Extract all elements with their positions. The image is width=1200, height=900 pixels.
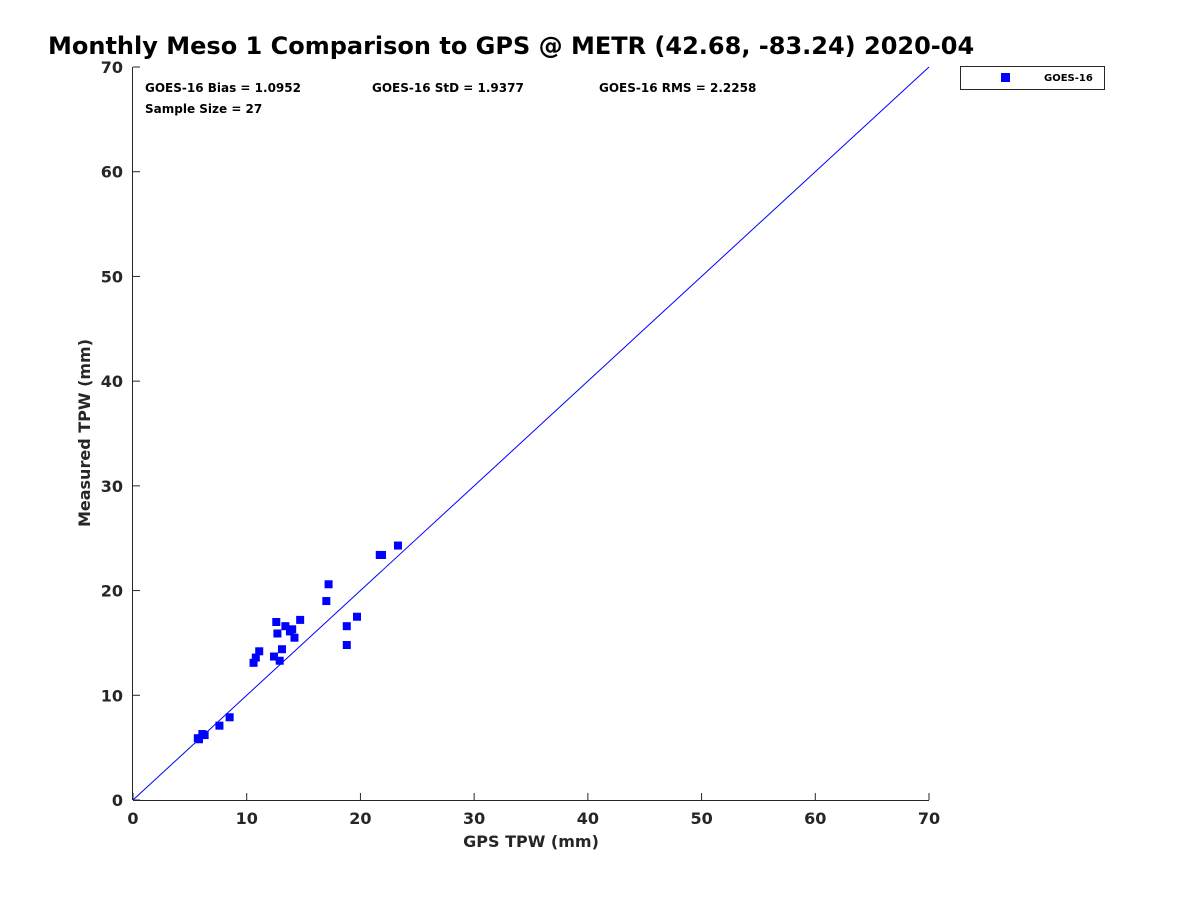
x-tick-label: 30 — [463, 809, 485, 828]
stat-rms: GOES-16 RMS = 2.2258 — [599, 81, 756, 95]
data-point — [200, 731, 209, 740]
chart-title: Monthly Meso 1 Comparison to GPS @ METR … — [48, 32, 974, 60]
data-points — [193, 541, 402, 744]
data-point — [275, 656, 284, 665]
x-tick-label: 70 — [918, 809, 940, 828]
data-point — [270, 652, 279, 661]
x-tick-label: 20 — [349, 809, 371, 828]
data-point — [322, 597, 331, 606]
data-point — [378, 550, 387, 559]
legend-box — [960, 66, 1105, 90]
y-tick-label: 0 — [112, 791, 123, 810]
y-tick-label: 60 — [101, 163, 123, 182]
data-point — [225, 713, 234, 722]
x-tick-label: 10 — [236, 809, 258, 828]
stat-std: GOES-16 StD = 1.9377 — [372, 81, 524, 95]
x-tick-label: 0 — [127, 809, 138, 828]
data-point — [288, 625, 297, 634]
y-axis-label: Measured TPW (mm) — [75, 339, 94, 527]
y-tick-label: 10 — [101, 686, 123, 705]
x-axis-label: GPS TPW (mm) — [463, 832, 599, 851]
y-tick-label: 40 — [101, 372, 123, 391]
data-point — [353, 612, 362, 621]
tick-labels: 0 10 20 30 40 50 60 70 0 10 20 30 40 50 60 70 — [101, 58, 940, 828]
y-tick-label: 20 — [101, 582, 123, 601]
data-point — [272, 617, 281, 626]
data-point — [277, 645, 286, 654]
legend-label: GOES-16 — [1044, 73, 1093, 84]
data-point — [393, 541, 402, 550]
stat-sample-size: Sample Size = 27 — [145, 102, 262, 116]
data-point — [324, 580, 333, 589]
data-point — [273, 629, 282, 638]
legend: GOES-16 — [960, 66, 1105, 90]
data-point — [255, 647, 264, 656]
stat-bias: GOES-16 Bias = 1.0952 — [145, 81, 301, 95]
data-point — [342, 641, 351, 650]
axes — [132, 66, 930, 801]
x-tick-label: 40 — [577, 809, 599, 828]
legend-marker — [1001, 73, 1010, 82]
data-point — [194, 735, 203, 744]
data-point — [251, 653, 260, 662]
one-to-one-line — [132, 66, 930, 801]
x-tick-label: 50 — [690, 809, 712, 828]
data-point — [342, 622, 351, 631]
data-point — [215, 721, 224, 730]
data-point — [249, 658, 258, 667]
data-point — [290, 633, 299, 642]
x-tick-label: 60 — [804, 809, 826, 828]
data-point — [296, 615, 305, 624]
data-point — [281, 622, 290, 631]
reference-line-layer — [132, 66, 930, 801]
y-tick-label: 50 — [101, 267, 123, 286]
y-tick-label: 70 — [101, 58, 123, 77]
y-tick-label: 30 — [101, 477, 123, 496]
